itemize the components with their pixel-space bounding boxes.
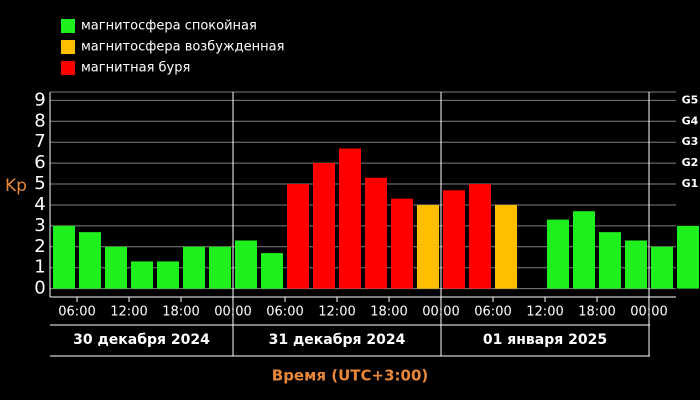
bar [599,232,621,289]
bar [53,225,75,289]
bar [157,261,179,289]
bar [79,232,101,289]
bar [547,219,569,289]
y-tick-label: 9 [34,89,45,110]
x-axis-label: Время (UTC+3:00) [272,367,428,385]
date-label: 01 января 2025 [483,332,607,348]
y-tick-label: 7 [34,131,45,152]
bar [443,190,465,289]
x-tick-label: 12:00 [526,305,563,320]
bar [495,204,517,289]
legend-label: магнитосфера возбужденная [81,40,284,55]
bar [651,246,673,289]
bar [677,225,699,289]
y-tick-label: 1 [34,257,45,278]
y-tick-label: 4 [34,194,45,215]
bar [183,246,205,289]
y-tick-label: 6 [34,152,45,173]
bar [469,184,491,289]
x-tick-label: 12:00 [318,305,355,320]
y-axis-label: Kp [5,176,27,196]
x-tick-label: 18:00 [162,305,199,320]
x-tick-label: 18:00 [578,305,615,320]
y-tick-label: 3 [34,215,45,236]
y2-tick-label: G5 [682,93,699,106]
bar [417,204,439,289]
y2-tick-label: G3 [682,135,699,148]
legend-swatch [61,40,75,54]
bar [105,246,127,289]
date-label: 30 декабря 2024 [73,332,210,348]
bar [261,253,283,289]
x-tick-label: 06:00 [266,305,303,320]
y2-tick-label: G1 [682,177,699,190]
bar [235,240,257,289]
date-label: 31 декабря 2024 [269,332,406,348]
bar [573,211,595,289]
bar [287,184,309,289]
bar [131,261,153,289]
bar [365,177,387,289]
legend-label: магнитная буря [81,61,190,76]
bar [209,246,231,289]
legend-swatch [61,19,75,33]
x-tick-label: 12:00 [110,305,147,320]
bar [339,148,361,289]
x-tick-label: 06:00 [58,305,95,320]
bar [313,163,335,289]
y-tick-label: 5 [34,173,45,194]
x-tick-label: 06:00 [474,305,511,320]
bar [625,240,647,289]
y-tick-label: 2 [34,236,45,257]
y2-tick-label: G4 [682,114,699,127]
y2-tick-label: G2 [682,156,699,169]
x-tick-label: 18:00 [370,305,407,320]
y-tick-label: 0 [34,278,45,299]
y-tick-label: 8 [34,110,45,131]
legend-swatch [61,61,75,75]
bar [391,198,413,289]
legend-label: магнитосфера спокойная [81,19,257,34]
